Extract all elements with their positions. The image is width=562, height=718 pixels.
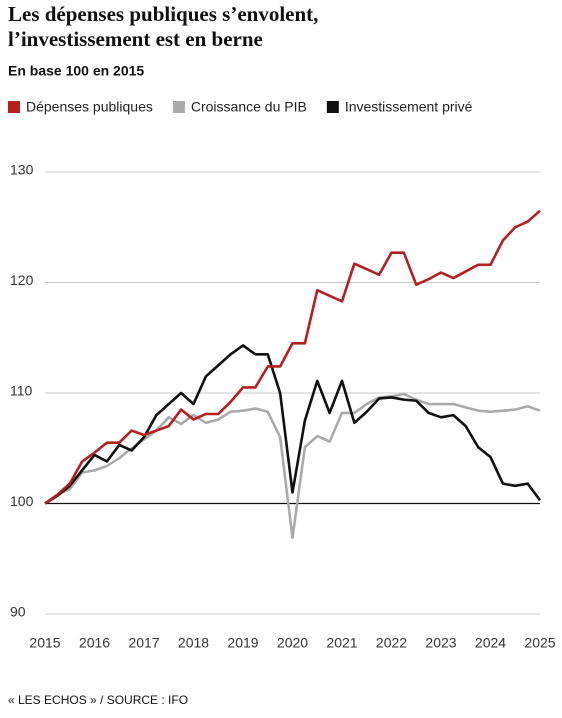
series-line bbox=[44, 209, 541, 505]
chart-title: Les dépenses publiques s’envolent, l’inve… bbox=[8, 2, 318, 51]
source: « LES ECHOS » / SOURCE : IFO bbox=[8, 693, 188, 707]
x-tick-label: 2024 bbox=[475, 635, 506, 651]
legend-label: Croissance du PIB bbox=[191, 99, 307, 115]
x-tick-label: 2023 bbox=[425, 635, 456, 651]
y-tick-label: 110 bbox=[10, 383, 33, 399]
series-line bbox=[44, 392, 541, 540]
x-tick-label: 2016 bbox=[79, 635, 110, 651]
x-tick-label: 2017 bbox=[128, 635, 159, 651]
x-tick-label: 2015 bbox=[29, 635, 60, 651]
legend-label: Investissement privé bbox=[345, 99, 473, 115]
x-tick-label: 2018 bbox=[178, 635, 209, 651]
legend-swatch bbox=[172, 101, 185, 113]
x-tick-label: 2025 bbox=[524, 635, 555, 651]
chart-subtitle: En base 100 en 2015 bbox=[8, 63, 144, 79]
x-tick-label: 2021 bbox=[326, 635, 357, 651]
y-tick-label: 100 bbox=[10, 493, 34, 509]
y-tick-label: 130 bbox=[10, 162, 34, 178]
x-tick-label: 2022 bbox=[376, 635, 407, 651]
legend-swatch bbox=[326, 101, 339, 113]
x-tick-label: 2020 bbox=[277, 635, 308, 651]
legend-swatch bbox=[8, 101, 20, 113]
legend-label: Dépenses publiques bbox=[26, 99, 153, 115]
y-tick-label: 90 bbox=[10, 604, 26, 620]
x-tick-label: 2019 bbox=[227, 635, 258, 651]
y-tick-label: 120 bbox=[10, 272, 34, 288]
series-line bbox=[44, 344, 542, 505]
